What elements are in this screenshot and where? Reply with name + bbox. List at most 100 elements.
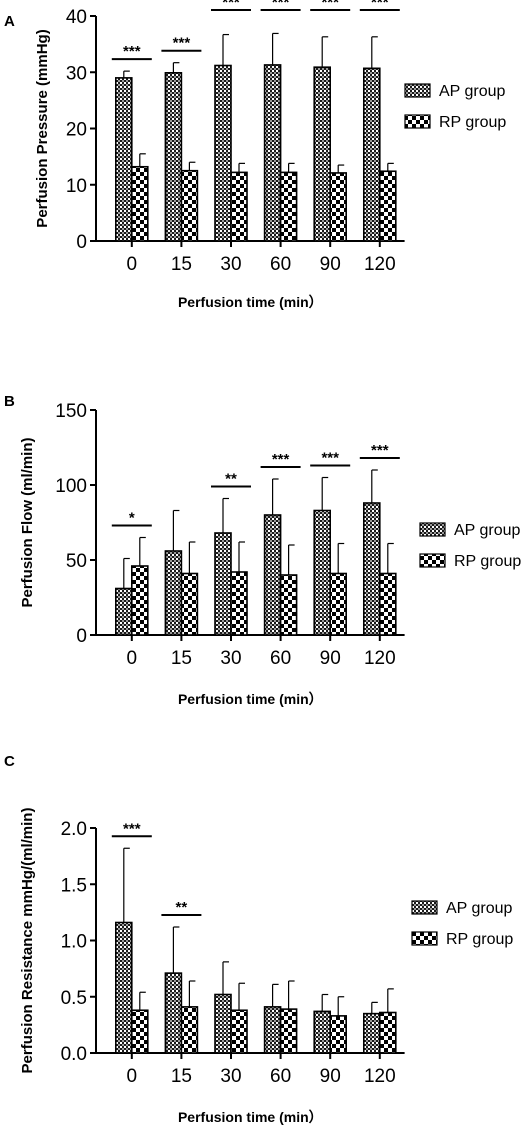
bar-rp [378,1011,397,1054]
x-tick-label: 0 [127,648,138,669]
panel-label: C [4,753,15,770]
bar-ap [313,1010,332,1054]
significance-label: *** [321,450,339,467]
significance-label: *** [272,451,290,468]
bar-ap [362,502,381,636]
significance-label: *** [371,442,389,459]
legend-label-ap: AP group [446,900,513,917]
legend-label-ap: AP group [439,83,506,100]
bar-rp [329,172,348,242]
bar-rp [180,572,199,636]
significance-label: *** [371,0,389,11]
bar-rp [131,1009,149,1054]
bar-ap [313,66,332,242]
bar-ap [214,993,232,1054]
y-tick-label: 100 [55,476,87,497]
bar-rp [131,165,149,242]
bar-rp [180,1006,199,1054]
bar-ap [263,1006,282,1054]
bar-ap [362,67,381,242]
x-tick-label: 120 [364,1066,396,1087]
legend-label-rp: RP group [446,931,513,948]
bar-rp [378,572,397,636]
y-tick-label: 20 [66,120,87,141]
x-tick-label: 0 [127,1066,138,1087]
x-axis-label: Perfusion time (min） [178,691,323,707]
significance-label: *** [173,35,191,52]
bar-rp [230,1009,248,1054]
y-tick-label: 1.5 [61,875,87,896]
bar-rp [230,571,248,636]
bar-ap [164,72,183,242]
x-tick-label: 120 [364,648,396,669]
panel-a: A 0 10 20 30 40 Perfusion Pressure (mmHg) 0 *** 1… [4,0,506,310]
significance-label: *** [123,43,141,60]
bar-ap [214,532,232,636]
bar-ap [263,64,282,242]
y-tick-label: 50 [66,551,87,572]
panel-label: A [4,13,15,30]
significance-label: *** [123,820,141,837]
y-tick-label: 30 [66,63,87,84]
bar-rp [378,170,397,242]
legend-swatch-rp [419,553,446,568]
x-tick-label: 120 [364,254,396,275]
x-tick-label: 60 [270,1066,291,1087]
y-tick-label: 10 [66,176,87,197]
legend-label-rp: RP group [454,553,521,570]
x-axis-label: Perfusion time (min） [178,1109,323,1125]
x-tick-label: 90 [320,1066,341,1087]
panel-label: B [4,393,15,410]
significance-label: *** [222,0,240,11]
y-tick-label: 150 [55,401,87,422]
x-tick-label: 90 [320,648,341,669]
legend-swatch-ap [419,522,446,537]
bar-ap [164,550,183,636]
legend-swatch-rp [411,931,438,946]
y-tick-label: 0.5 [61,988,87,1009]
y-axis-label: Perfusion Pressure (mmHg) [34,29,51,227]
panel-b: B 0 50 100 150 Perfusion Flow (ml/min) 0 * 15 30 *… [4,393,521,707]
x-tick-label: 90 [320,254,341,275]
significance-label: * [129,510,135,527]
significance-label: *** [272,0,290,11]
bar-ap [362,1012,381,1054]
x-tick-label: 60 [270,254,291,275]
bar-ap [115,587,133,636]
x-tick-label: 60 [270,648,291,669]
panel-c: C 0.0 0.5 1.0 1.5 2.0 Perfusion Resistance mmH… [4,753,513,1125]
bar-ap [164,972,183,1054]
y-tick-label: 0 [76,232,87,253]
y-axis-label: Perfusion Flow (ml/min) [19,437,36,607]
bar-rp [230,171,248,242]
bar-rp [279,574,298,636]
bar-ap [115,77,133,242]
legend-label-rp: RP group [439,114,506,131]
bar-rp [279,1008,298,1054]
significance-label: *** [321,0,339,11]
legend-swatch-rp [404,114,431,129]
bar-rp [329,1015,348,1054]
x-tick-label: 0 [127,254,138,275]
bar-rp [329,572,348,636]
bar-ap [263,514,282,636]
bar-rp [279,171,298,242]
y-tick-label: 40 [66,7,87,28]
y-tick-label: 0.0 [61,1044,87,1065]
legend-label-ap: AP group [454,522,521,539]
legend-swatch-ap [411,900,438,915]
x-tick-label: 30 [220,648,241,669]
x-tick-label: 15 [171,648,192,669]
x-tick-label: 15 [171,1066,192,1087]
legend-swatch-ap [404,83,431,98]
bar-rp [131,565,149,636]
significance-label: ** [176,899,188,916]
y-tick-label: 0 [76,626,87,647]
bar-rp [180,169,199,242]
x-tick-label: 30 [220,1066,241,1087]
x-tick-label: 15 [171,254,192,275]
bar-ap [313,509,332,636]
bar-ap [214,64,232,242]
x-tick-label: 30 [220,254,241,275]
